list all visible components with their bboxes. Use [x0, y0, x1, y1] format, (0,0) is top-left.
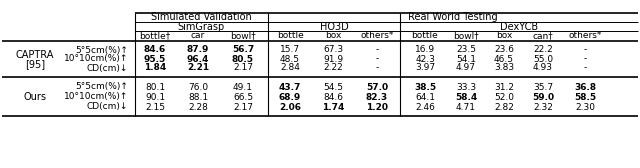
- Text: 84.6: 84.6: [144, 46, 166, 54]
- Text: 57.0: 57.0: [366, 82, 388, 92]
- Text: 96.4: 96.4: [187, 54, 209, 64]
- Text: 31.2: 31.2: [494, 82, 514, 92]
- Text: 4.71: 4.71: [456, 102, 476, 112]
- Text: 82.3: 82.3: [366, 93, 388, 101]
- Text: HO3D: HO3D: [319, 22, 348, 32]
- Text: Ours: Ours: [24, 92, 47, 102]
- Text: 80.1: 80.1: [145, 82, 165, 92]
- Text: 38.5: 38.5: [414, 82, 436, 92]
- Text: 48.5: 48.5: [280, 54, 300, 64]
- Text: 54.1: 54.1: [456, 54, 476, 64]
- Text: 1.84: 1.84: [144, 64, 166, 73]
- Text: 59.0: 59.0: [532, 93, 554, 101]
- Text: 15.7: 15.7: [280, 46, 300, 54]
- Text: 4.97: 4.97: [456, 64, 476, 73]
- Text: 3.97: 3.97: [415, 64, 435, 73]
- Text: 76.0: 76.0: [188, 82, 208, 92]
- Text: 1.20: 1.20: [366, 102, 388, 112]
- Text: 2.17: 2.17: [233, 64, 253, 73]
- Text: 10°10cm(%)↑: 10°10cm(%)↑: [63, 93, 128, 101]
- Text: 95.5: 95.5: [144, 54, 166, 64]
- Text: 36.8: 36.8: [574, 82, 596, 92]
- Text: box: box: [496, 32, 512, 40]
- Text: -: -: [584, 54, 587, 64]
- Text: 2.06: 2.06: [279, 102, 301, 112]
- Text: 2.21: 2.21: [187, 64, 209, 73]
- Text: CAPTRA: CAPTRA: [16, 50, 54, 60]
- Text: 43.7: 43.7: [279, 82, 301, 92]
- Text: 68.9: 68.9: [279, 93, 301, 101]
- Text: 33.3: 33.3: [456, 82, 476, 92]
- Text: -: -: [376, 64, 379, 73]
- Text: 23.6: 23.6: [494, 46, 514, 54]
- Text: others*: others*: [360, 32, 394, 40]
- Text: 2.30: 2.30: [575, 102, 595, 112]
- Text: 2.22: 2.22: [323, 64, 343, 73]
- Text: 91.9: 91.9: [323, 54, 343, 64]
- Text: 46.5: 46.5: [494, 54, 514, 64]
- Text: 64.1: 64.1: [415, 93, 435, 101]
- Text: 52.0: 52.0: [494, 93, 514, 101]
- Text: Simulated Validation: Simulated Validation: [151, 12, 252, 23]
- Text: 4.93: 4.93: [533, 64, 553, 73]
- Text: CD(cm)↓: CD(cm)↓: [86, 102, 128, 112]
- Text: 2.17: 2.17: [233, 102, 253, 112]
- Text: 88.1: 88.1: [188, 93, 208, 101]
- Text: 2.84: 2.84: [280, 64, 300, 73]
- Text: 56.7: 56.7: [232, 46, 254, 54]
- Text: 2.46: 2.46: [415, 102, 435, 112]
- Text: 5°5cm(%)↑: 5°5cm(%)↑: [75, 46, 128, 54]
- Text: can†: can†: [532, 32, 554, 40]
- Text: 23.5: 23.5: [456, 46, 476, 54]
- Text: SimGrasp: SimGrasp: [178, 22, 225, 32]
- Text: 2.15: 2.15: [145, 102, 165, 112]
- Text: 90.1: 90.1: [145, 93, 165, 101]
- Text: DexYCB: DexYCB: [500, 22, 538, 32]
- Text: 22.2: 22.2: [533, 46, 553, 54]
- Text: 2.82: 2.82: [494, 102, 514, 112]
- Text: 5°5cm(%)↑: 5°5cm(%)↑: [75, 82, 128, 92]
- Text: 3.83: 3.83: [494, 64, 514, 73]
- Text: 84.6: 84.6: [323, 93, 343, 101]
- Text: 16.9: 16.9: [415, 46, 435, 54]
- Text: 66.5: 66.5: [233, 93, 253, 101]
- Text: -: -: [584, 64, 587, 73]
- Text: 2.32: 2.32: [533, 102, 553, 112]
- Text: 2.28: 2.28: [188, 102, 208, 112]
- Text: 58.5: 58.5: [574, 93, 596, 101]
- Text: -: -: [584, 46, 587, 54]
- Text: 80.5: 80.5: [232, 54, 254, 64]
- Text: bottle: bottle: [276, 32, 303, 40]
- Text: bowl†: bowl†: [453, 32, 479, 40]
- Text: car: car: [191, 32, 205, 40]
- Text: Real World Testing: Real World Testing: [408, 12, 498, 23]
- Text: 42.3: 42.3: [415, 54, 435, 64]
- Text: 87.9: 87.9: [187, 46, 209, 54]
- Text: 1.74: 1.74: [322, 102, 344, 112]
- Text: others*: others*: [568, 32, 602, 40]
- Text: 49.1: 49.1: [233, 82, 253, 92]
- Text: bottle†: bottle†: [140, 32, 171, 40]
- Text: [95]: [95]: [25, 59, 45, 69]
- Text: CD(cm)↓: CD(cm)↓: [86, 64, 128, 73]
- Text: 54.5: 54.5: [323, 82, 343, 92]
- Text: 35.7: 35.7: [533, 82, 553, 92]
- Text: 58.4: 58.4: [455, 93, 477, 101]
- Text: 55.0: 55.0: [533, 54, 553, 64]
- Text: -: -: [376, 54, 379, 64]
- Text: box: box: [325, 32, 341, 40]
- Text: -: -: [376, 46, 379, 54]
- Text: 67.3: 67.3: [323, 46, 343, 54]
- Text: 10°10cm(%)↑: 10°10cm(%)↑: [63, 54, 128, 64]
- Text: bowl†: bowl†: [230, 32, 256, 40]
- Text: bottle: bottle: [412, 32, 438, 40]
